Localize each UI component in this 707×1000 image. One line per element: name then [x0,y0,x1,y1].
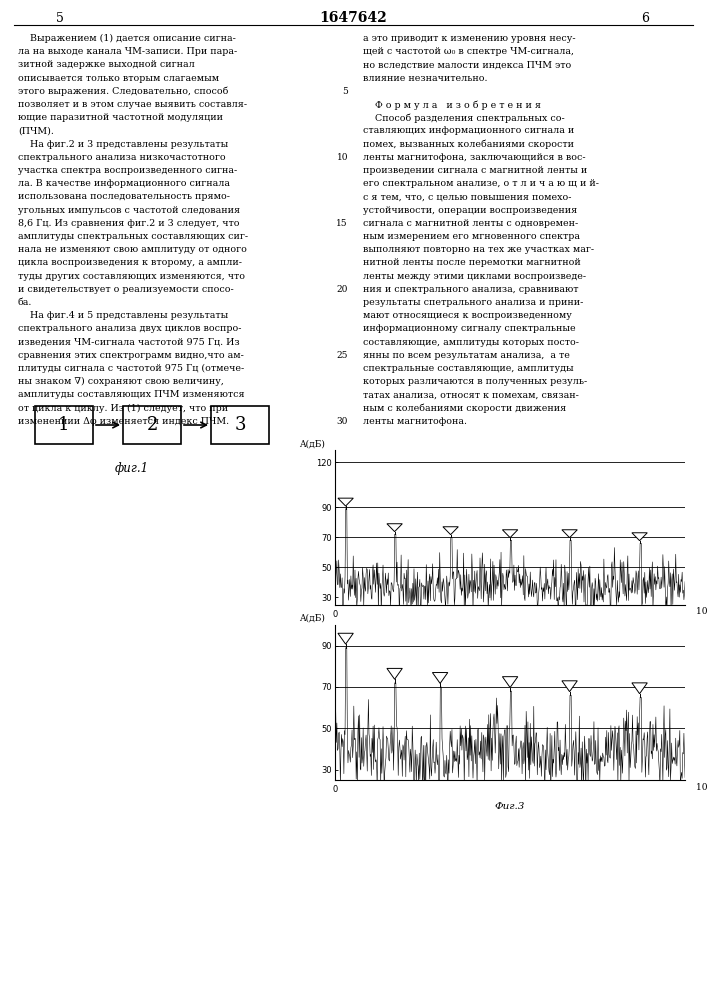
Text: A(дБ): A(дБ) [299,614,325,623]
Text: ным с колебаниями скорости движения: ным с колебаниями скорости движения [363,404,566,413]
Polygon shape [562,681,578,692]
Text: информационному сигналу спектральные: информационному сигналу спектральные [363,324,575,333]
Text: фиг.1: фиг.1 [115,462,149,475]
Text: 3: 3 [234,416,246,434]
Polygon shape [632,533,648,541]
Text: 15: 15 [337,219,348,228]
Text: щей с частотой ω₀ в спектре ЧМ-сигнала,: щей с частотой ω₀ в спектре ЧМ-сигнала, [363,47,574,56]
Text: ны знаком ∇) сохраняют свою величину,: ны знаком ∇) сохраняют свою величину, [18,377,224,386]
Polygon shape [503,530,518,538]
Text: участка спектра воспроизведенного сигна-: участка спектра воспроизведенного сигна- [18,166,238,175]
Text: но вследствие малости индекса ПЧМ это: но вследствие малости индекса ПЧМ это [363,60,571,69]
Text: 5: 5 [56,11,64,24]
Text: сигнала с магнитной ленты с одновремен-: сигнала с магнитной ленты с одновремен- [363,219,578,228]
Text: 5: 5 [342,87,348,96]
Text: Фиг.2: Фиг.2 [495,627,525,636]
Polygon shape [338,498,354,506]
Text: мают относящиеся к воспроизведенному: мают относящиеся к воспроизведенному [363,311,572,320]
Text: ла на выходе канала ЧМ-записи. При пара-: ла на выходе канала ЧМ-записи. При пара- [18,47,238,56]
Text: изменениии Δφ изменяется индекс ПЧМ.: изменениии Δφ изменяется индекс ПЧМ. [18,417,229,426]
Text: ным измерением его мгновенного спектра: ным измерением его мгновенного спектра [363,232,580,241]
Polygon shape [443,527,458,535]
Text: нитной ленты после перемотки магнитной: нитной ленты после перемотки магнитной [363,258,580,267]
Text: помех, вызванных колебаниями скорости: помех, вызванных колебаниями скорости [363,140,574,149]
Text: ленты магнитофона.: ленты магнитофона. [363,417,467,426]
Text: ленты магнитофона, заключающийся в вос-: ленты магнитофона, заключающийся в вос- [363,153,585,162]
Text: 25: 25 [337,351,348,360]
Text: описывается только вторым слагаемым: описывается только вторым слагаемым [18,74,219,83]
Polygon shape [338,633,354,644]
Text: ставляющих информационного сигнала и: ставляющих информационного сигнала и [363,126,574,135]
Polygon shape [562,530,578,538]
Text: Ф о р м у л а   и з о б р е т е н и я: Ф о р м у л а и з о б р е т е н и я [363,100,541,109]
Bar [211,406,269,444]
Text: Способ разделения спектральных со-: Способ разделения спектральных со- [363,113,565,123]
Text: 10: 10 [337,153,348,162]
Text: Выражением (1) дается описание сигна-: Выражением (1) дается описание сигна- [18,34,236,43]
Polygon shape [387,524,402,532]
Text: произведении сигнала с магнитной ленты и: произведении сигнала с магнитной ленты и [363,166,588,175]
Text: которых различаются в полученных резуль-: которых различаются в полученных резуль- [363,377,588,386]
Text: 2: 2 [146,416,158,434]
Text: ющие паразитной частотной модуляции: ющие паразитной частотной модуляции [18,113,223,122]
Text: ба.: ба. [18,298,33,307]
Text: плитуды сигнала с частотой 975 Гц (отмече-: плитуды сигнала с частотой 975 Гц (отмеч… [18,364,244,373]
Text: 30: 30 [337,417,348,426]
Text: На фиг.2 и 3 представлены результаты: На фиг.2 и 3 представлены результаты [18,140,228,149]
Text: угольных импульсов с частотой следования: угольных импульсов с частотой следования [18,206,240,215]
Polygon shape [632,683,648,694]
Text: сравнения этих спектрограмм видно,что ам-: сравнения этих спектрограмм видно,что ам… [18,351,244,360]
Text: 20: 20 [337,285,348,294]
Text: амплитуды составляющих ПЧМ изменяются: амплитуды составляющих ПЧМ изменяются [18,390,245,399]
Text: нала не изменяют свою амплитуду от одного: нала не изменяют свою амплитуду от одног… [18,245,247,254]
Text: ленты между этими циклами воспроизведе-: ленты между этими циклами воспроизведе- [363,272,586,281]
Text: и свидетельствует о реализуемости спосо-: и свидетельствует о реализуемости спосо- [18,285,234,294]
Text: с я тем, что, с целью повышения помехо-: с я тем, что, с целью повышения помехо- [363,192,571,201]
Text: от цикла к циклу. Из (1) следует, что при: от цикла к циклу. Из (1) следует, что пр… [18,404,228,413]
Bar [35,406,93,444]
Text: амплитуды спектральных составляющих сиг-: амплитуды спектральных составляющих сиг- [18,232,248,241]
Text: спектральные составляющие, амплитуды: спектральные составляющие, амплитуды [363,364,573,373]
Text: На фиг.4 и 5 представлены результаты: На фиг.4 и 5 представлены результаты [18,311,228,320]
Text: результаты спетрального анализа и прини-: результаты спетрального анализа и прини- [363,298,583,307]
Text: изведения ЧМ-сигнала частотой 975 Гц. Из: изведения ЧМ-сигнала частотой 975 Гц. Из [18,338,240,347]
Text: туды других составляющих изменяются, что: туды других составляющих изменяются, что [18,272,245,281]
Text: использована последовательность прямо-: использована последовательность прямо- [18,192,230,201]
Text: спектрального анализа низкочастотного: спектрального анализа низкочастотного [18,153,226,162]
Text: влияние незначительно.: влияние незначительно. [363,74,488,83]
Bar [123,406,181,444]
Text: составляющие, амплитуды которых посто-: составляющие, амплитуды которых посто- [363,338,579,347]
Text: 1: 1 [58,416,70,434]
Polygon shape [433,673,448,683]
Text: ла. В качестве информационного сигнала: ла. В качестве информационного сигнала [18,179,230,188]
Text: 1647642: 1647642 [319,11,387,25]
Polygon shape [387,668,402,679]
Text: зитной задержке выходной сигнал: зитной задержке выходной сигнал [18,60,194,69]
Text: его спектральном анализе, о т л и ч а ю щ и й-: его спектральном анализе, о т л и ч а ю … [363,179,599,188]
Polygon shape [503,677,518,688]
Text: татах анализа, относят к помехам, связан-: татах анализа, относят к помехам, связан… [363,390,579,399]
Text: A(дБ): A(дБ) [299,439,325,448]
Text: 100 Гц: 100 Гц [696,782,707,791]
Text: ния и спектрального анализа, сравнивают: ния и спектрального анализа, сравнивают [363,285,578,294]
Text: а это приводит к изменению уровня несу-: а это приводит к изменению уровня несу- [363,34,575,43]
Text: 6: 6 [641,11,649,24]
Text: Фиг.3: Фиг.3 [495,802,525,811]
Text: 8,6 Гц. Из сравнения фиг.2 и 3 следует, что: 8,6 Гц. Из сравнения фиг.2 и 3 следует, … [18,219,240,228]
Text: выполняют повторно на тех же участках маг-: выполняют повторно на тех же участках ма… [363,245,594,254]
Text: (ПЧМ).: (ПЧМ). [18,126,54,135]
Text: устойчивости, операции воспроизведения: устойчивости, операции воспроизведения [363,206,577,215]
Text: цикла воспроизведения к второму, а ампли-: цикла воспроизведения к второму, а ампли… [18,258,242,267]
Text: 100 Гц: 100 Гц [696,607,707,616]
Text: спектрального анализа двух циклов воспро-: спектрального анализа двух циклов воспро… [18,324,242,333]
Text: позволяет и в этом случае выявить составля-: позволяет и в этом случае выявить состав… [18,100,247,109]
Text: янны по всем результатам анализа,  а те: янны по всем результатам анализа, а те [363,351,570,360]
Text: этого выражения. Следовательно, способ: этого выражения. Следовательно, способ [18,87,228,96]
